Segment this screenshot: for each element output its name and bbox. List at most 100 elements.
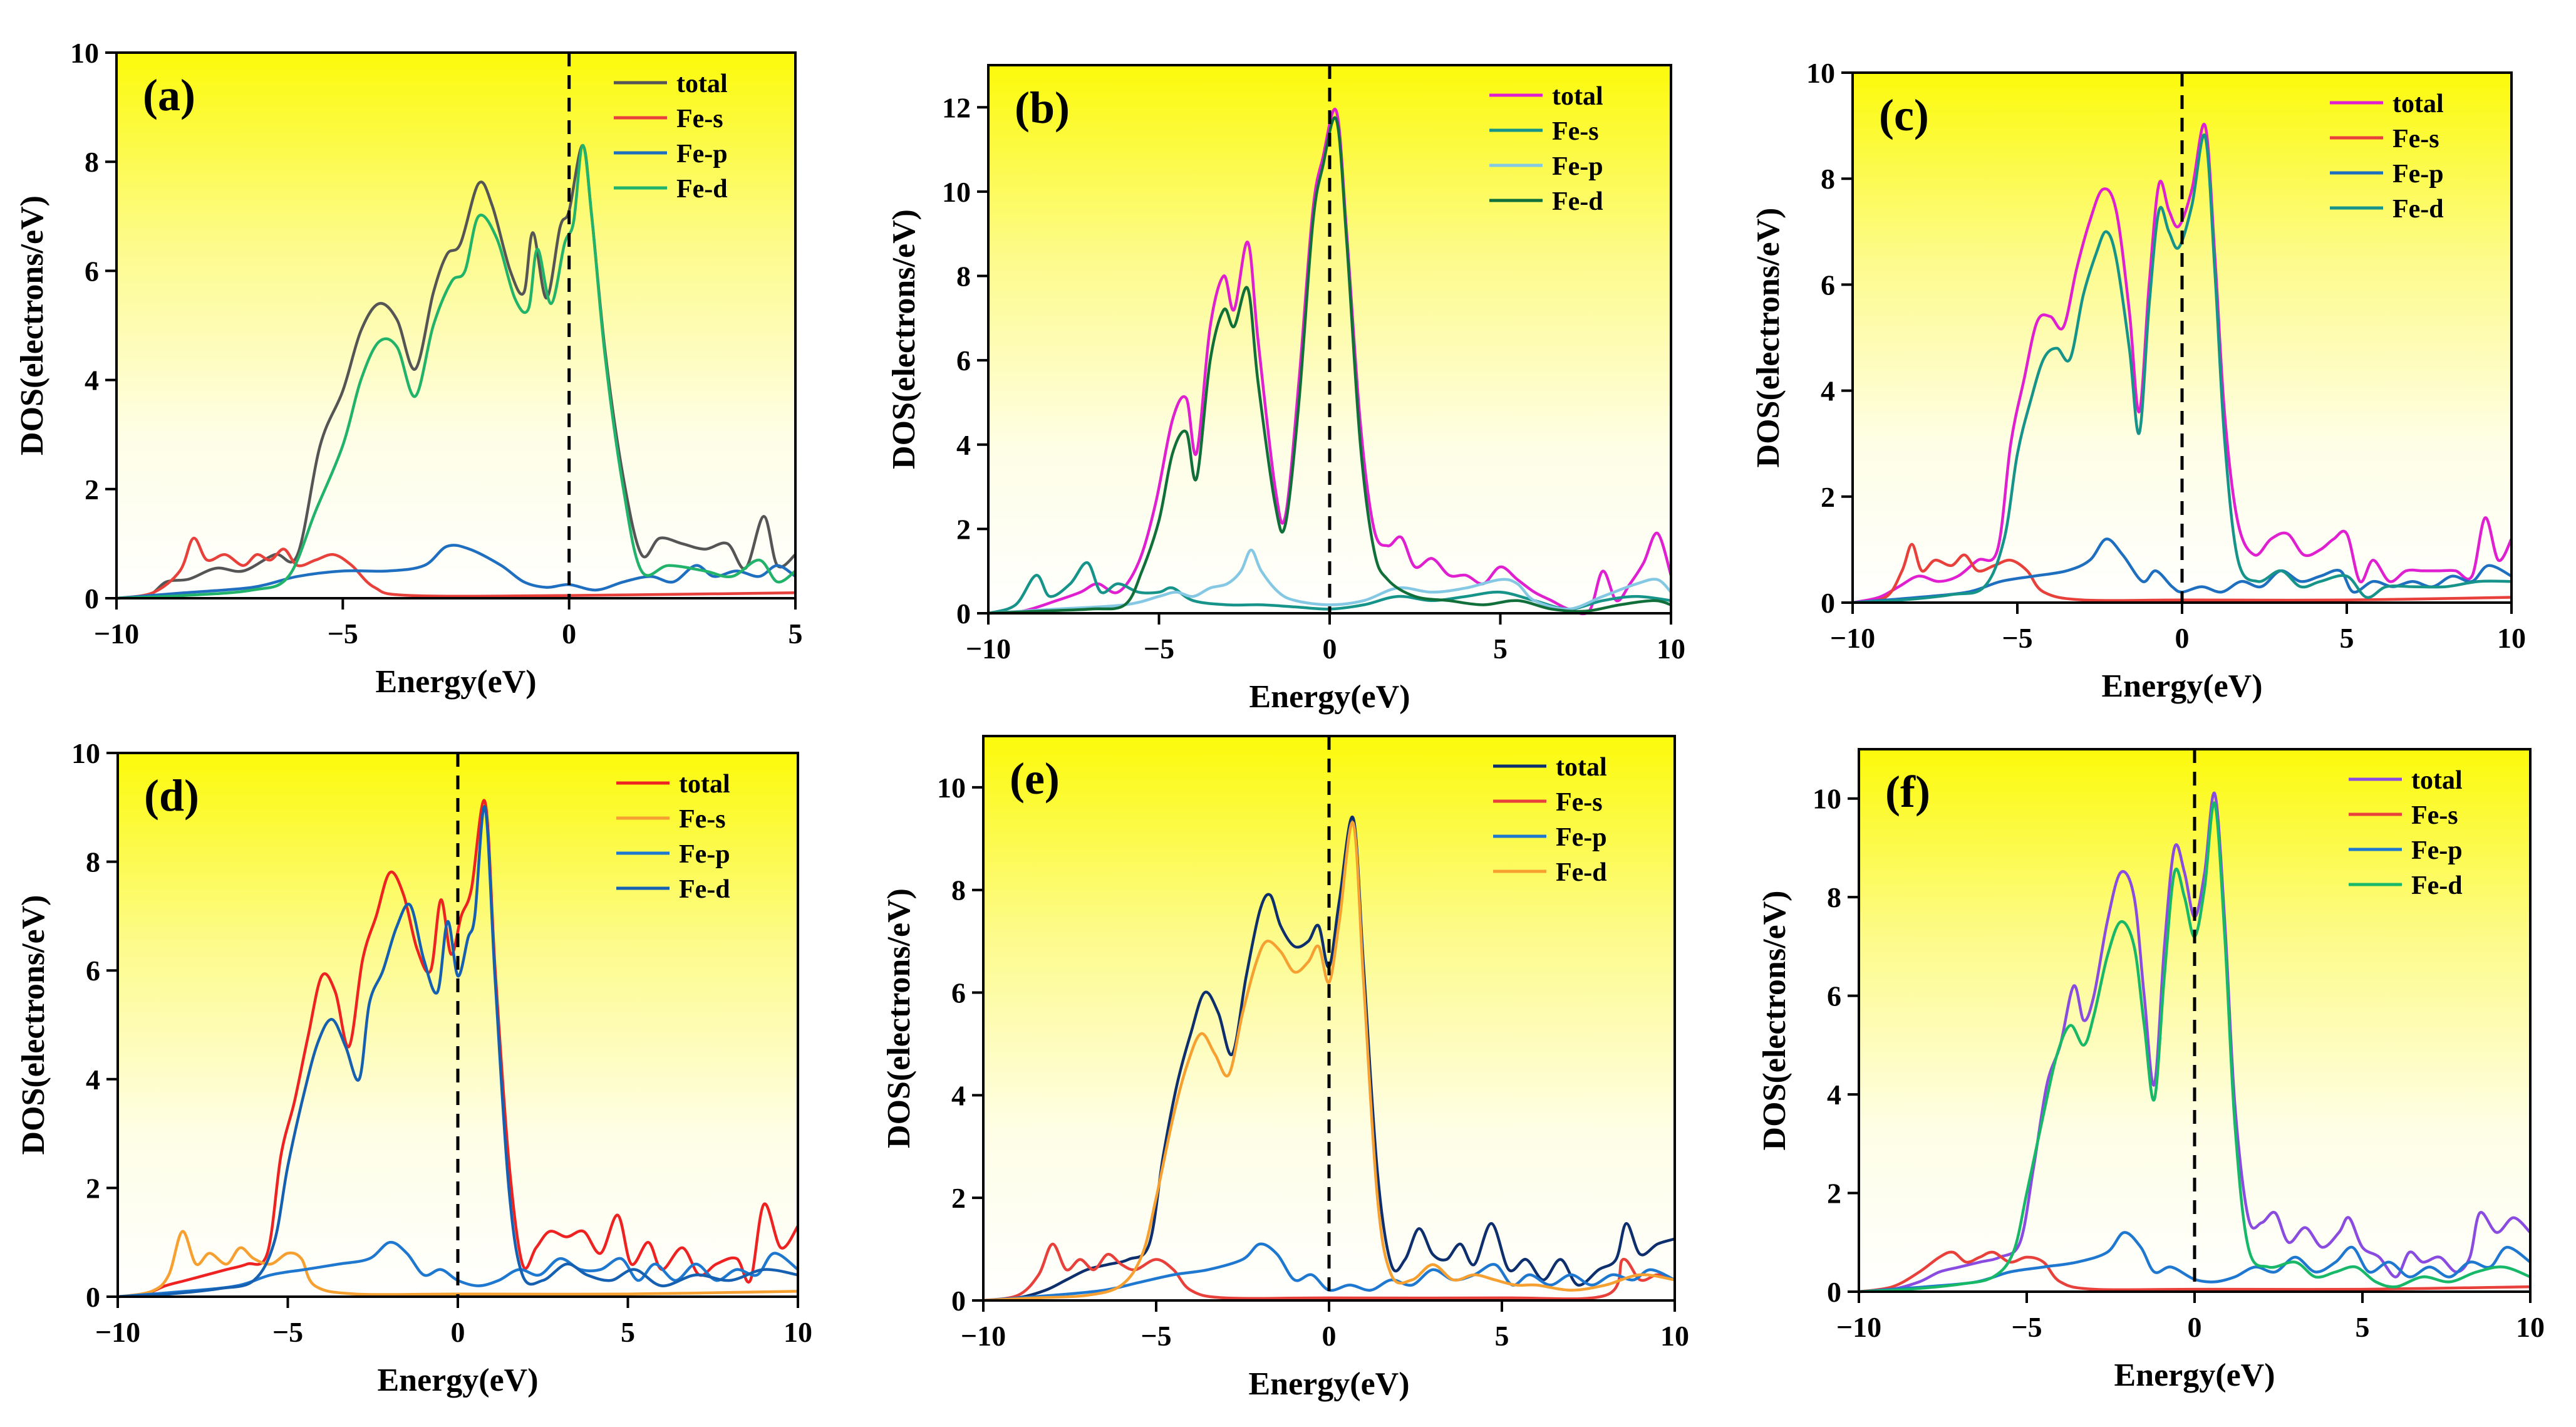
- y-tick-label: 6: [1821, 269, 1835, 301]
- y-tick-label: 0: [956, 598, 971, 630]
- legend: total Fe-s Fe-p Fe-d: [2349, 766, 2463, 900]
- legend-label: Fe-s: [1552, 117, 1599, 146]
- dos-panel: −10 −5 0 5 0 2 4 6 8 10 Energy(eV) DOS(electrons/eV…: [14, 37, 803, 700]
- x-tick-label: 0: [2175, 622, 2190, 654]
- series-line-fe-s: [1858, 1250, 2531, 1294]
- x-axis-label: Energy(eV): [1248, 1366, 1409, 1402]
- legend-label: total: [676, 70, 728, 98]
- legend-label: Fe-s: [2392, 125, 2439, 153]
- y-tick-label: 0: [1821, 587, 1835, 619]
- x-tick-label: −5: [1144, 633, 1174, 665]
- plot-frame: [115, 51, 797, 599]
- legend-label: Fe-p: [676, 140, 728, 169]
- y-tick-label: 0: [951, 1285, 966, 1317]
- legend-label: Fe-d: [1556, 858, 1607, 887]
- legend: total Fe-s Fe-p Fe-d: [614, 70, 728, 204]
- legend-label: total: [1552, 82, 1603, 111]
- x-axis-label: Energy(eV): [2114, 1357, 2275, 1393]
- panel-label: (a): [143, 70, 195, 120]
- y-tick-label: 6: [86, 955, 100, 987]
- series-line-fe-d: [983, 821, 1675, 1302]
- series-line-fe-p: [1858, 1231, 2532, 1294]
- y-tick-label: 6: [1827, 980, 1841, 1012]
- panel-label: (b): [1015, 83, 1070, 133]
- y-axis-label: DOS(electrons/eV): [886, 209, 922, 469]
- plot-background: [116, 53, 795, 598]
- panel-label: (f): [1885, 767, 1930, 817]
- series-line-total: [1852, 122, 2513, 605]
- panel-label: (c): [1879, 90, 1929, 140]
- series-line-fe-p: [116, 544, 797, 600]
- series-line-fe-d: [117, 805, 799, 1299]
- x-tick-label: −5: [272, 1316, 303, 1348]
- x-tick-label: −5: [1141, 1320, 1171, 1352]
- y-tick-label: 10: [937, 772, 966, 804]
- x-tick-label: 0: [562, 618, 576, 650]
- x-tick-label: −10: [1836, 1311, 1881, 1343]
- x-tick-label: 5: [789, 618, 803, 650]
- y-tick-label: 10: [1813, 783, 1841, 815]
- y-tick-label: 8: [85, 146, 99, 178]
- legend: total Fe-s Fe-p Fe-d: [2330, 90, 2444, 224]
- dos-panel: −10 −5 0 5 10 0 2 4 6 8 10 Energy(eV) DOS(electrons/…: [1751, 57, 2526, 704]
- dos-panel: −10 −5 0 5 10 0 2 4 6 8 10 Energy(eV) DOS(electrons/…: [1757, 748, 2545, 1393]
- series-line-fe-p: [988, 548, 1672, 615]
- series-line-fe-p: [983, 1242, 1675, 1302]
- y-tick-label: 6: [951, 977, 966, 1009]
- x-tick-label: 10: [1660, 1320, 1689, 1352]
- y-tick-label: 10: [71, 737, 100, 769]
- legend-label: Fe-p: [2392, 160, 2444, 189]
- legend-label: Fe-s: [2411, 801, 2458, 830]
- legend-label: total: [679, 770, 730, 799]
- x-tick-label: −10: [95, 1316, 140, 1348]
- y-tick-label: 4: [85, 365, 99, 397]
- x-tick-label: 5: [621, 1316, 635, 1348]
- legend-label: Fe-p: [1556, 823, 1607, 852]
- x-tick-label: −10: [966, 633, 1011, 665]
- y-tick-label: 4: [1821, 375, 1835, 407]
- x-tick-label: −10: [1830, 622, 1875, 654]
- y-tick-label: 4: [956, 429, 971, 461]
- legend-label: Fe-d: [676, 175, 728, 204]
- x-tick-label: 0: [1323, 633, 1337, 665]
- x-axis-label: Energy(eV): [2101, 668, 2262, 704]
- legend-label: total: [2411, 766, 2463, 795]
- x-tick-label: 0: [1322, 1320, 1337, 1352]
- series-line-fe-d: [1852, 133, 2512, 605]
- y-tick-label: 10: [70, 37, 99, 69]
- x-tick-label: −10: [961, 1320, 1006, 1352]
- x-tick-label: 10: [2516, 1311, 2545, 1343]
- x-tick-label: 10: [1657, 633, 1685, 665]
- y-tick-label: 0: [85, 583, 99, 615]
- y-tick-label: 2: [86, 1172, 100, 1204]
- legend-label: Fe-d: [2411, 871, 2463, 900]
- series-line-total: [116, 143, 797, 600]
- y-tick-label: 8: [1821, 163, 1835, 195]
- y-tick-label: 0: [86, 1281, 100, 1313]
- y-tick-label: 10: [1806, 57, 1835, 89]
- y-axis-label: DOS(electrons/eV): [1751, 208, 1786, 468]
- series-line-fe-d: [116, 143, 797, 600]
- x-axis-label: Energy(eV): [377, 1362, 538, 1398]
- x-tick-label: 0: [2188, 1311, 2202, 1343]
- x-axis-label: Energy(eV): [375, 664, 536, 700]
- y-tick-label: 4: [86, 1064, 100, 1096]
- y-axis-label: DOS(electrons/eV): [16, 895, 51, 1155]
- x-tick-label: 5: [2340, 622, 2354, 654]
- x-tick-label: 10: [2497, 622, 2526, 654]
- panel-label: (d): [144, 771, 199, 821]
- legend-label: Fe-p: [2411, 836, 2463, 865]
- y-tick-label: 8: [86, 846, 100, 878]
- series-line-total: [983, 815, 1675, 1302]
- y-tick-label: 10: [942, 176, 971, 208]
- x-tick-label: 5: [1493, 633, 1508, 665]
- x-tick-label: −5: [328, 618, 358, 650]
- x-tick-label: −5: [2002, 622, 2032, 654]
- x-tick-label: −5: [2011, 1311, 2042, 1343]
- x-tick-label: 10: [784, 1316, 812, 1348]
- y-tick-label: 8: [951, 874, 966, 906]
- y-tick-label: 4: [1827, 1079, 1841, 1111]
- legend-label: Fe-p: [1552, 152, 1603, 181]
- dos-panel: −10 −5 0 5 10 0 2 4 6 8 10 12 Energy(eV) DOS(electron…: [886, 64, 1685, 715]
